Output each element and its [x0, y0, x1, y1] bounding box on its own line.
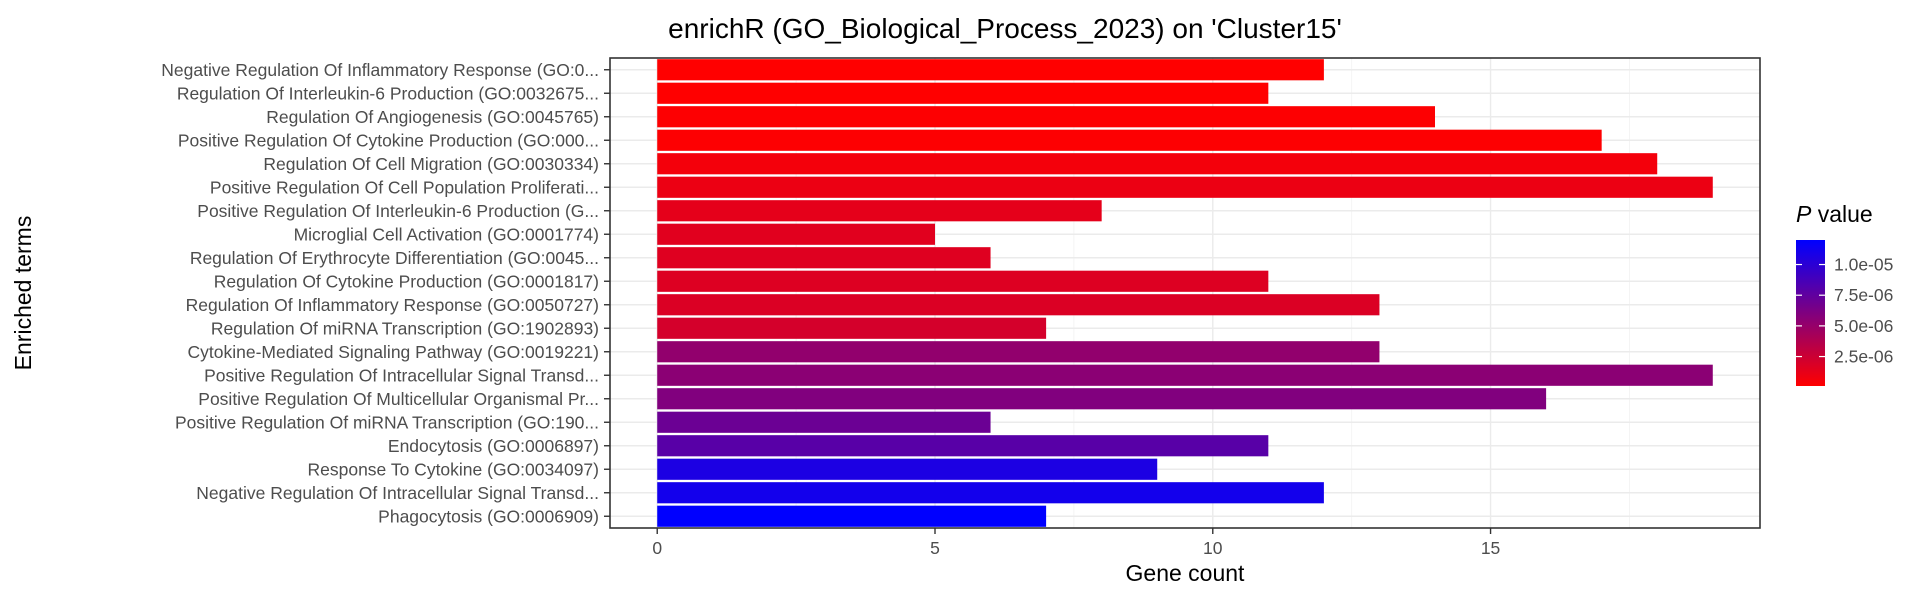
y-tick-label: Regulation Of Cytokine Production (GO:00… — [214, 271, 599, 291]
bar — [657, 505, 1047, 527]
y-tick-label: Regulation Of Inflammatory Response (GO:… — [186, 295, 599, 315]
legend-tick-label: 5.0e-06 — [1834, 316, 1893, 336]
bar — [657, 364, 1713, 386]
bar — [657, 153, 1658, 175]
y-axis-title: Enriched terms — [10, 216, 36, 371]
bar — [657, 341, 1380, 363]
x-tick-label: 15 — [1481, 538, 1500, 558]
bar — [657, 270, 1269, 292]
bar — [657, 176, 1713, 198]
y-tick-label: Regulation Of Angiogenesis (GO:0045765) — [266, 107, 599, 127]
legend-title: P value — [1796, 201, 1873, 227]
bar — [657, 317, 1047, 339]
legend-ticks: 2.5e-06 5.0e-06 7.5e-06 1.0e-05 — [1796, 255, 1893, 367]
x-tick-label: 5 — [930, 538, 940, 558]
y-tick-label: Positive Regulation Of Intracellular Sig… — [204, 365, 599, 385]
y-tick-label: Regulation Of miRNA Transcription (GO:19… — [211, 318, 599, 338]
y-tick-label: Response To Cytokine (GO:0034097) — [307, 459, 599, 479]
y-tick-label: Regulation Of Cell Migration (GO:0030334… — [263, 154, 599, 174]
y-tick-label: Positive Regulation Of Multicellular Org… — [198, 389, 599, 409]
x-tick-labels: 0 5 10 15 — [652, 528, 1500, 558]
legend-tick-label: 1.0e-05 — [1834, 255, 1893, 275]
bars — [657, 59, 1713, 527]
x-tick-label: 0 — [652, 538, 662, 558]
color-legend: P value 2.5e-06 5.0e-06 7.5e-06 1.0e-05 — [1796, 201, 1893, 386]
legend-title-italic: P — [1796, 201, 1812, 227]
bar — [657, 106, 1435, 128]
y-tick-label: Negative Regulation Of Intracellular Sig… — [196, 483, 599, 503]
bar — [657, 458, 1158, 480]
bar — [657, 482, 1324, 504]
plot-panel-background — [610, 58, 1760, 528]
y-tick-label: Microglial Cell Activation (GO:0001774) — [294, 224, 599, 244]
y-tick-label: Endocytosis (GO:0006897) — [388, 436, 599, 456]
y-tick-labels: Negative Regulation Of Inflammatory Resp… — [161, 60, 610, 526]
legend-title-rest: value — [1811, 201, 1872, 227]
bar — [657, 247, 991, 269]
bar — [657, 388, 1547, 410]
bar — [657, 294, 1380, 316]
y-tick-label: Positive Regulation Of Cytokine Producti… — [178, 130, 599, 150]
y-tick-label: Phagocytosis (GO:0006909) — [378, 506, 599, 526]
y-tick-label: Negative Regulation Of Inflammatory Resp… — [161, 60, 599, 80]
y-tick-label: Positive Regulation Of Interleukin-6 Pro… — [197, 201, 599, 221]
bar — [657, 411, 991, 433]
legend-tick-label: 2.5e-06 — [1834, 347, 1893, 367]
bar — [657, 129, 1602, 151]
x-axis-title: Gene count — [1126, 560, 1246, 586]
bar — [657, 200, 1102, 222]
x-tick-label: 10 — [1203, 538, 1223, 558]
chart-title: enrichR (GO_Biological_Process_2023) on … — [668, 13, 1342, 44]
plot-panel-border — [609, 57, 1761, 529]
y-tick-label: Regulation Of Interleukin-6 Production (… — [177, 83, 599, 103]
legend-tick-label: 7.5e-06 — [1834, 285, 1893, 305]
bar — [657, 435, 1269, 457]
bar — [657, 82, 1269, 104]
y-tick-label: Positive Regulation Of Cell Population P… — [210, 177, 599, 197]
y-tick-label: Cytokine-Mediated Signaling Pathway (GO:… — [188, 342, 599, 362]
legend-colorbar — [1796, 240, 1825, 386]
bar — [657, 59, 1324, 81]
y-tick-label: Positive Regulation Of miRNA Transcripti… — [175, 412, 599, 432]
y-tick-label: Regulation Of Erythrocyte Differentiatio… — [190, 248, 599, 268]
bar — [657, 223, 935, 245]
